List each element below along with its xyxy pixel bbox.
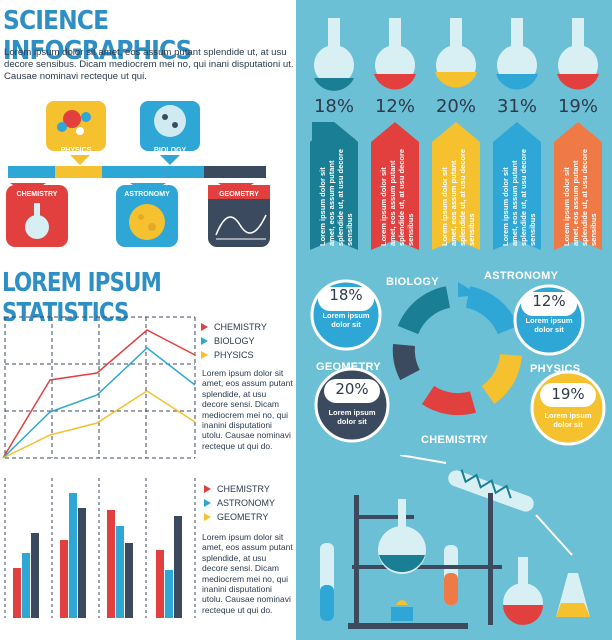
flask-pct-3: 20% xyxy=(435,96,476,117)
physics-line xyxy=(2,390,196,459)
lab-equipment xyxy=(320,455,590,629)
flask-text-4: Lorem ipsum dolor sit amet, eos assum pu… xyxy=(501,148,537,246)
physics-label: PHYSICS xyxy=(60,147,92,154)
geometry-label: GEOMETRY xyxy=(219,191,259,198)
bubble-label-physics: PHYSICS xyxy=(530,363,581,375)
flask-text-2: Lorem ipsum dolor sit amet, eos assum pu… xyxy=(379,148,415,246)
bubble-pct-geometry: 20% xyxy=(335,380,369,398)
chemistry-line xyxy=(2,329,196,459)
bubble-text-geometry: Lorem ipsum dolor sit xyxy=(328,408,376,426)
stats-title: LOREM IPSUM STATISTICS xyxy=(2,268,162,328)
astronomy-label: ASTRONOMY xyxy=(124,191,170,198)
flask-pct-4: 31% xyxy=(496,96,537,117)
bar-chart-text: Lorem ipsum dolor sit amet, eos assum pu… xyxy=(202,532,293,615)
bar-legend: CHEMISTRY ASTRONOMY GEOMETRY xyxy=(204,482,275,524)
flask-pct-5: 19% xyxy=(557,96,598,117)
flask-pct-1: 18% xyxy=(313,96,354,117)
cycle-diagram xyxy=(310,279,606,446)
flask-text-3: Lorem ipsum dolor sit amet, eos assum pu… xyxy=(440,148,476,246)
bar-chart xyxy=(4,478,196,618)
subjects-diagram xyxy=(6,101,270,247)
flask-pct-2: 12% xyxy=(374,96,415,117)
bubble-pct-biology: 18% xyxy=(329,286,363,304)
biology-label: BIOLOGY xyxy=(153,147,187,154)
flask-text-5: Lorem ipsum dolor sit amet, eos assum pu… xyxy=(562,148,598,246)
bubble-pct-astronomy: 12% xyxy=(532,292,566,310)
bubble-text-astronomy: Lorem ipsum dolor sit xyxy=(525,316,573,334)
flask-text-1: Lorem ipsum dolor sit amet, eos assum pu… xyxy=(318,148,354,246)
line-legend: CHEMISTRY BIOLOGY PHYSICS xyxy=(201,320,267,362)
left-panel: SCIENCE INFOGRAPHICS Lorem ipsum dolor s… xyxy=(0,0,296,640)
bubble-label-astronomy: ASTRONOMY xyxy=(484,270,559,282)
biology-line xyxy=(2,347,196,459)
bubble-label-geometry: GEOMETRY xyxy=(316,361,381,373)
page-title: SCIENCE INFOGRAPHICS xyxy=(3,6,193,66)
arrow-banners xyxy=(310,122,602,250)
chemistry-section-label: CHEMISTRY xyxy=(421,434,489,446)
bubble-text-biology: Lorem ipsum dolor sit xyxy=(322,311,370,329)
intro-paragraph: Lorem ipsum dolor sit amet, eos assum pu… xyxy=(4,47,294,82)
bubble-text-physics: Lorem ipsum dolor sit xyxy=(544,411,592,429)
chemistry-label: CHEMISTRY xyxy=(16,191,58,198)
line-chart-text: Lorem ipsum dolor sit amet, eos assum pu… xyxy=(202,368,293,451)
bubble-label-biology: BIOLOGY xyxy=(386,276,439,288)
bubble-pct-physics: 19% xyxy=(551,385,585,403)
flasks-row xyxy=(314,18,599,91)
right-panel: 18% 12% 20% 31% 19% Lorem ipsum dolor si… xyxy=(296,0,612,640)
line-chart xyxy=(2,316,196,459)
